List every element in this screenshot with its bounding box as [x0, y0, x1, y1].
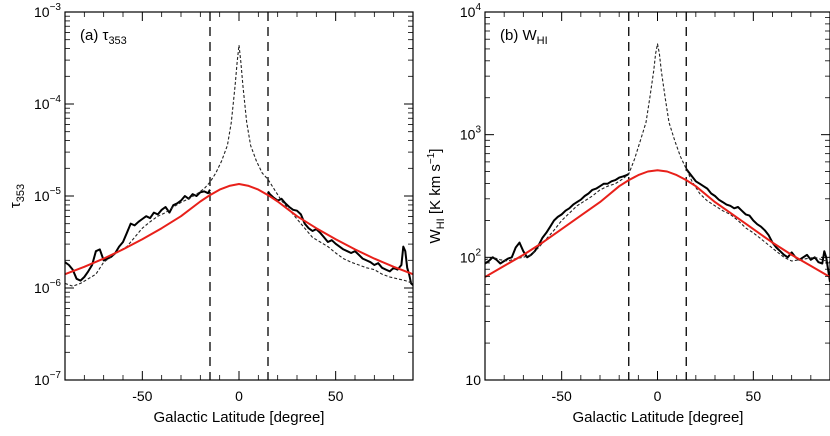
y-tick-label: 102	[460, 247, 482, 265]
y-tick-label: 10−6	[34, 278, 61, 296]
series-observed-line-south	[485, 173, 630, 265]
series-observed-line-north	[267, 190, 413, 286]
y-tick-label: 10−3	[34, 2, 61, 20]
panel-b-title: (b) WHI	[500, 27, 548, 47]
y-tick-label: 10−4	[34, 94, 61, 112]
panel-b-whi: 10 102 103 104 -50 0 50 (b) WHI Galactic Lati…	[426, 2, 830, 426]
panel-b-x-axis-label: Galactic Latitude [degree]	[573, 409, 744, 426]
panel-b-frame	[484, 11, 830, 381]
y-tick-label: 10	[465, 372, 481, 388]
x-tick-label: 0	[235, 388, 243, 404]
panel-a-x-ticks: -50 0 50	[83, 12, 395, 404]
series-observed-line-south	[65, 189, 211, 282]
panel-b-y-ticks: 10 102 103 104	[460, 2, 830, 388]
x-tick-label: -50	[552, 388, 572, 404]
series-all-latitudes-line	[485, 43, 830, 263]
x-tick-label: 50	[746, 388, 762, 404]
panel-b-y-axis-label: WHI [K km s−1]	[426, 149, 447, 244]
series-observed-line-north	[685, 168, 830, 283]
y-tick-label: 103	[460, 125, 482, 143]
series-model-fit-line	[485, 169, 830, 278]
panel-b-plot-area	[485, 12, 830, 380]
series-model-fit-line	[65, 183, 413, 276]
y-tick-label: 104	[460, 2, 482, 20]
x-tick-label: 50	[328, 388, 344, 404]
panel-a-y-axis-label: τ353	[7, 184, 27, 208]
panel-a-y-ticks: 10−7 10−6 10−5 10−4 10−3	[34, 2, 413, 388]
panel-b-x-ticks: -50 0 50	[503, 12, 812, 404]
y-tick-label: 10−7	[34, 370, 61, 388]
x-tick-label: 0	[654, 388, 662, 404]
panel-a-x-axis-label: Galactic Latitude [degree]	[154, 409, 325, 426]
panel-a-plot-area	[65, 12, 413, 380]
y-tick-label: 10−5	[34, 186, 61, 204]
x-tick-label: -50	[132, 388, 152, 404]
panel-a-title: (a) τ353	[80, 27, 127, 47]
panel-a-frame	[64, 11, 414, 381]
panel-a-tau353: 10−7 10−6 10−5 10−4 10−3 -50 0 50 (a) τ353 Gal…	[7, 2, 414, 426]
